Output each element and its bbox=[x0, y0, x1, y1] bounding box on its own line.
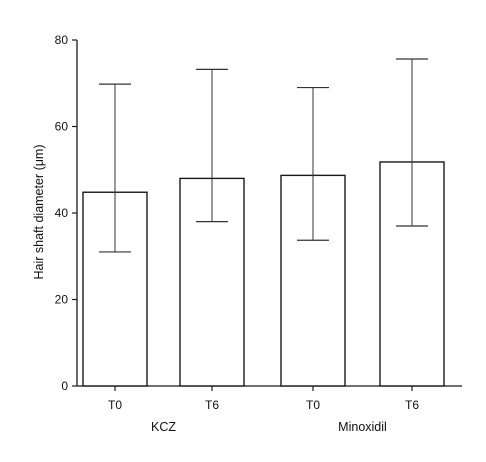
group-label-1: Minoxidil bbox=[338, 420, 387, 434]
y-axis-label: Hair shaft diameter (μm) bbox=[32, 144, 46, 279]
group-label-0: KCZ bbox=[151, 420, 176, 434]
x-tick-label: T6 bbox=[405, 398, 419, 412]
x-tick-label: T6 bbox=[205, 398, 219, 412]
y-tick-label: 60 bbox=[55, 120, 69, 134]
labels: 0 20 40 60 80 T0 T6 T0 T6 KCZ Minoxidil bbox=[55, 33, 420, 434]
y-tick-label: 20 bbox=[55, 293, 69, 307]
y-tick-label: 0 bbox=[61, 379, 68, 393]
bars bbox=[82, 161, 445, 387]
error-bars bbox=[99, 58, 428, 253]
y-tick-label: 80 bbox=[55, 33, 69, 47]
x-tick-label: T0 bbox=[306, 398, 320, 412]
y-tick-label: 40 bbox=[55, 206, 69, 220]
x-tick-label: T0 bbox=[108, 398, 122, 412]
